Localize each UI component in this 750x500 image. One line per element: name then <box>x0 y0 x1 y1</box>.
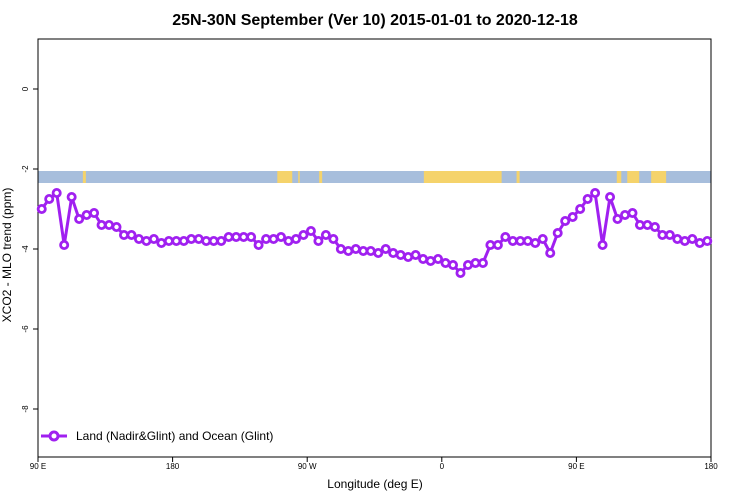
data-point <box>380 243 391 254</box>
data-point <box>216 235 227 246</box>
land-segment <box>423 171 502 183</box>
data-point <box>605 191 616 202</box>
data-point <box>313 235 324 246</box>
data-point <box>305 225 316 236</box>
x-axis-label: Longitude (deg E) <box>327 477 422 491</box>
data-point <box>627 207 638 218</box>
data-point <box>448 259 459 270</box>
legend-swatch-marker <box>48 430 60 442</box>
chart-title: 25N-30N September (Ver 10) 2015-01-01 to… <box>172 12 578 29</box>
data-point <box>59 239 70 250</box>
land-segment <box>627 171 640 183</box>
data-point <box>253 239 264 250</box>
data-point <box>36 203 47 214</box>
data-point <box>320 229 331 240</box>
land-segment <box>516 171 520 183</box>
x-tick-label: 90 E <box>30 462 46 471</box>
y-tick-label: -4 <box>21 245 30 253</box>
data-point <box>433 253 444 264</box>
data-point <box>44 193 55 204</box>
y-tick-label: -6 <box>21 325 30 333</box>
data-point <box>687 233 698 244</box>
data-point <box>89 207 100 218</box>
data-point <box>545 247 556 258</box>
land-segment <box>298 171 300 183</box>
data-point <box>649 221 660 232</box>
land-segment <box>651 171 667 183</box>
land-segment <box>616 171 622 183</box>
data-point <box>74 213 85 224</box>
x-tick-label: 180 <box>704 462 718 471</box>
data-point <box>597 239 608 250</box>
land-segment <box>82 171 86 183</box>
legend: Land (Nadir&Glint) and Ocean (Glint) <box>41 429 273 443</box>
data-point <box>612 213 623 224</box>
plot-frame <box>37 38 712 458</box>
data-point <box>664 229 675 240</box>
data-point <box>148 233 159 244</box>
x-tick-label: 90 E <box>568 462 584 471</box>
data-point <box>552 227 563 238</box>
data-point <box>126 229 137 240</box>
data-point <box>477 257 488 268</box>
data-point <box>537 233 548 244</box>
data-point <box>298 229 309 240</box>
data-point <box>246 231 257 242</box>
y-axis-label: XCO2 - MLO trend (ppm) <box>0 188 14 323</box>
data-point <box>702 235 713 246</box>
y-tick-label: -8 <box>21 405 30 413</box>
data-point <box>111 221 122 232</box>
data-point <box>276 231 287 242</box>
land-ocean-band <box>38 171 711 183</box>
legend-label: Land (Nadir&Glint) and Ocean (Glint) <box>76 429 273 443</box>
x-tick-label: 180 <box>166 462 180 471</box>
series-line <box>40 191 708 275</box>
data-point <box>51 187 62 198</box>
data-point <box>560 215 571 226</box>
data-point <box>328 233 339 244</box>
axes: 90 E 180 90 W 0 90 E 180 0 -2 -4 -6 -8 <box>21 38 718 471</box>
data-point <box>575 203 586 214</box>
data-point <box>373 247 384 258</box>
data-point <box>500 231 511 242</box>
land-segment <box>277 171 293 183</box>
data-point <box>492 239 503 250</box>
ocean-band <box>38 171 711 183</box>
y-tick-label: 0 <box>21 86 30 91</box>
land-segment <box>319 171 323 183</box>
data-point <box>66 191 77 202</box>
data-point <box>530 237 541 248</box>
series-layer <box>36 187 713 278</box>
x-tick-label: 90 W <box>298 462 317 471</box>
data-point <box>590 187 601 198</box>
x-tick-label: 0 <box>440 462 445 471</box>
data-point <box>410 249 421 260</box>
data-point <box>455 267 466 278</box>
data-point <box>290 233 301 244</box>
y-tick-label: -2 <box>21 165 30 173</box>
data-point <box>582 193 593 204</box>
data-point <box>567 211 578 222</box>
